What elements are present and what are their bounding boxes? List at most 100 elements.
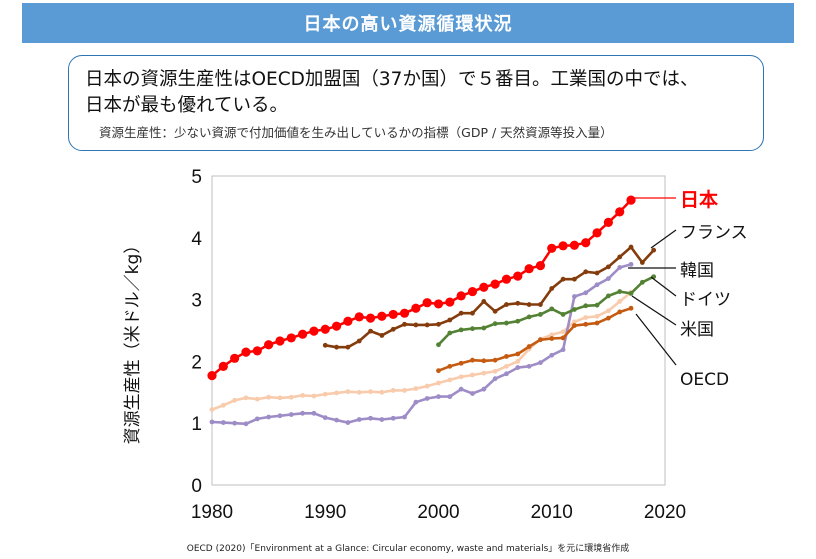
data-point [413, 322, 419, 328]
data-point [220, 402, 226, 408]
data-point [560, 347, 566, 353]
data-point [243, 395, 249, 401]
data-point [286, 333, 296, 343]
series-0 [207, 195, 636, 381]
page-title: 日本の高い資源循環状況 [303, 14, 513, 35]
data-point [447, 363, 453, 369]
data-point [436, 380, 441, 386]
data-point [218, 361, 228, 371]
data-point [603, 217, 613, 227]
data-point [390, 388, 396, 393]
data-point [345, 389, 351, 395]
data-point [492, 321, 498, 327]
series-line [323, 245, 656, 349]
data-point [504, 371, 509, 377]
data-point [458, 360, 464, 366]
data-point [560, 276, 566, 282]
data-point [569, 240, 580, 250]
data-point [481, 299, 487, 304]
data-point [492, 308, 498, 314]
data-point [402, 414, 407, 420]
data-point [365, 313, 376, 323]
data-point [458, 327, 464, 333]
data-point [388, 309, 398, 320]
data-point [617, 289, 623, 294]
data-point [628, 291, 634, 296]
data-point [399, 308, 410, 318]
data-point [470, 326, 475, 332]
data-point [345, 420, 351, 425]
title-banner: 日本の高い資源循環状況 [22, 3, 794, 43]
data-point [583, 315, 589, 320]
data-point [572, 319, 577, 325]
data-point [501, 274, 512, 284]
data-point [436, 368, 441, 374]
data-point [547, 243, 557, 253]
data-point [504, 302, 509, 307]
data-point [535, 261, 546, 271]
data-point [209, 419, 215, 425]
data-point [322, 391, 328, 397]
data-point [572, 307, 577, 312]
data-point [456, 291, 466, 301]
data-point [368, 328, 373, 334]
data-point [492, 368, 498, 374]
series-5 [436, 305, 634, 374]
data-point [617, 265, 623, 270]
label-leader-line [635, 313, 677, 366]
x-tick-label: 1980 [191, 502, 233, 523]
data-point [436, 394, 441, 400]
data-point [515, 365, 521, 370]
data-point [558, 241, 568, 251]
data-point [549, 286, 555, 291]
series-3 [209, 261, 634, 427]
label-leader-line [650, 276, 677, 297]
y-tick-label: 2 [191, 352, 202, 373]
data-point [252, 346, 262, 356]
data-point [356, 338, 362, 344]
data-point [433, 299, 444, 309]
data-point [538, 302, 543, 307]
data-point [504, 363, 509, 369]
y-tick-label: 5 [191, 167, 202, 188]
data-point [356, 389, 362, 395]
data-point [345, 344, 351, 350]
data-point [470, 372, 475, 378]
data-point [322, 415, 328, 421]
data-point [232, 420, 238, 426]
data-point [264, 340, 274, 350]
series-label: 米国 [680, 320, 714, 340]
data-point [549, 332, 555, 338]
data-point [254, 416, 260, 422]
data-point [354, 312, 364, 322]
data-point [617, 299, 623, 304]
data-point [594, 320, 600, 326]
series-line [210, 198, 633, 377]
data-point [479, 282, 489, 292]
data-point [626, 195, 636, 205]
data-point [368, 415, 373, 421]
data-point [413, 386, 419, 391]
data-point [311, 393, 317, 399]
data-point [458, 374, 464, 380]
data-point [481, 325, 487, 331]
data-point [639, 260, 645, 265]
data-point [538, 312, 543, 317]
data-point [605, 293, 611, 299]
data-point [583, 303, 589, 309]
data-point [311, 410, 317, 416]
data-point [445, 297, 455, 307]
data-point [605, 264, 611, 270]
data-point [628, 305, 634, 311]
series-label: フランス [680, 223, 748, 243]
data-point [377, 311, 387, 321]
data-point [320, 324, 330, 334]
data-point [549, 352, 555, 358]
data-point [266, 394, 272, 400]
data-point [594, 302, 600, 308]
series-4 [209, 289, 634, 413]
data-point [560, 312, 566, 317]
source-note: OECD (2020)「Environment at a Glance: Cir… [186, 544, 630, 554]
data-point [628, 244, 634, 250]
data-point [605, 308, 611, 314]
